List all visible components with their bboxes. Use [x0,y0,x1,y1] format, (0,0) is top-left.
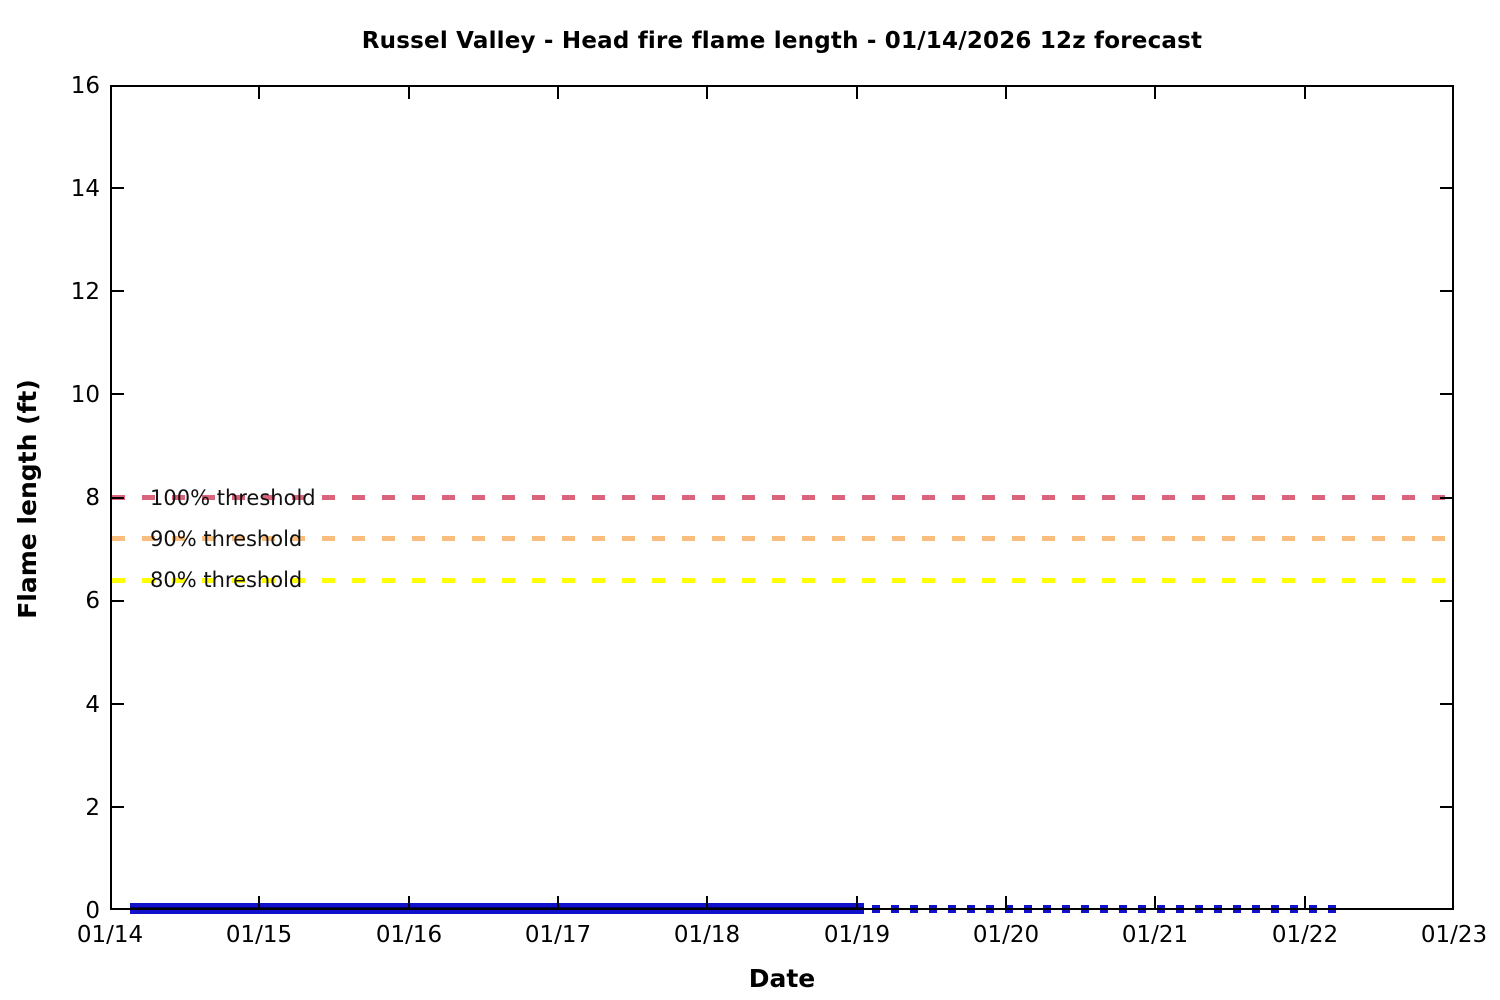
y-tick-label: 8 [85,485,100,511]
x-tick-mark [1154,896,1156,908]
threshold-line-80 [112,578,1452,583]
y-tick-mark [112,806,124,808]
y-tick-label: 12 [70,279,100,305]
y-tick-label: 14 [70,176,100,202]
x-tick-label: 01/19 [823,922,891,948]
x-tick-mark [557,87,559,99]
y-tick-mark [1440,290,1452,292]
threshold-line-100 [112,495,1452,500]
series-line-dotted [872,905,1338,913]
y-tick-mark [112,497,124,499]
threshold-label-100: 100% threshold [150,486,316,510]
y-tick-label: 16 [70,73,100,99]
y-tick-mark [112,290,124,292]
x-tick-mark [1154,87,1156,99]
threshold-line-90 [112,536,1452,541]
x-tick-label: 01/20 [972,922,1040,948]
threshold-label-90: 90% threshold [150,527,303,551]
y-tick-label: 10 [70,382,100,408]
y-tick-mark [112,600,124,602]
y-tick-mark [1440,703,1452,705]
y-tick-label: 4 [85,692,100,718]
x-tick-mark [856,896,858,908]
threshold-label-80: 80% threshold [150,568,303,592]
y-tick-mark [1440,393,1452,395]
y-tick-mark [112,187,124,189]
x-tick-mark [408,87,410,99]
x-tick-mark [557,896,559,908]
x-tick-label: 01/23 [1420,922,1488,948]
x-tick-mark [1304,896,1306,908]
x-tick-mark [1005,896,1007,908]
y-tick-label: 0 [85,898,100,924]
y-tick-label: 6 [85,588,100,614]
x-tick-mark [1005,87,1007,99]
x-tick-mark [1304,87,1306,99]
x-tick-label: 01/21 [1121,922,1189,948]
y-tick-mark [112,393,124,395]
y-tick-label: 2 [85,795,100,821]
series-line-solid [130,903,864,914]
x-tick-label: 01/18 [673,922,741,948]
x-tick-label: 01/22 [1271,922,1339,948]
x-tick-mark [856,87,858,99]
x-tick-label: 01/15 [225,922,293,948]
x-tick-mark [706,87,708,99]
x-tick-mark [408,896,410,908]
x-tick-mark [258,896,260,908]
plot-area: 100% threshold 90% threshold 80% thresho… [110,85,1454,914]
x-tick-mark [258,87,260,99]
y-tick-mark [112,703,124,705]
y-tick-mark [1440,600,1452,602]
x-tick-label: 01/16 [375,922,443,948]
y-tick-mark [1440,497,1452,499]
x-tick-label: 01/14 [76,922,144,948]
x-axis-label: Date [748,964,816,993]
x-tick-label: 01/17 [524,922,592,948]
x-tick-mark [706,896,708,908]
y-tick-mark [1440,187,1452,189]
y-tick-mark [1440,806,1452,808]
chart-title: Russel Valley - Head fire flame length -… [361,28,1203,54]
